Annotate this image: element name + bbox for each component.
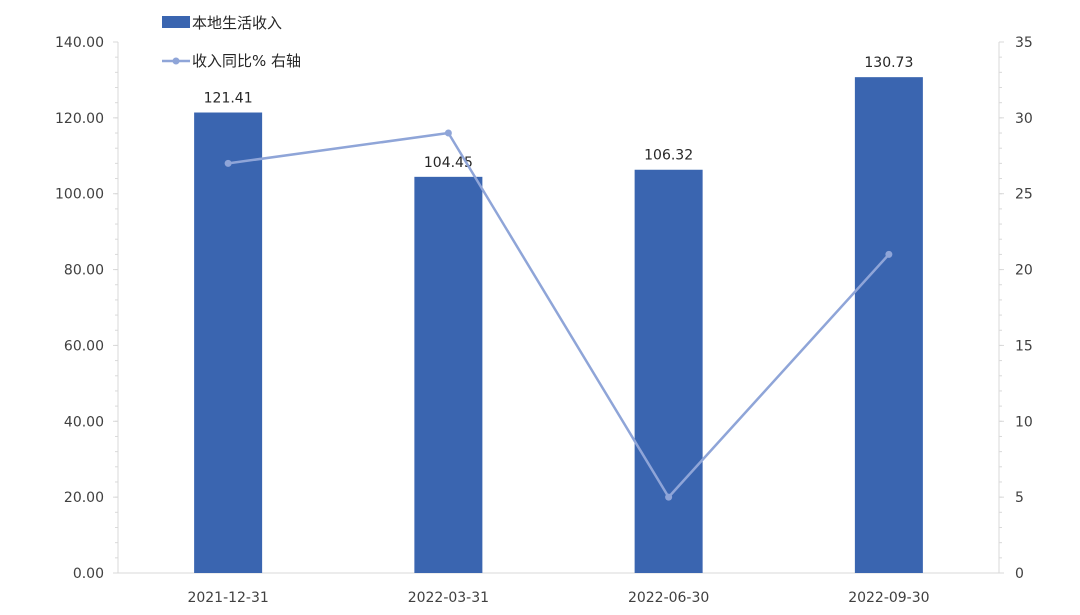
legend-bar-label: 本地生活收入 (192, 14, 282, 32)
line-point (224, 159, 232, 167)
right-tick-label: 0 (1015, 566, 1024, 582)
x-axis: 2021-12-31 2022-03-31 2022-06-30 2022-09-30 (118, 572, 999, 606)
bar-data-label: 130.73 (864, 55, 913, 71)
right-tick-label: 25 (1015, 187, 1033, 203)
right-tick-label: 10 (1015, 414, 1033, 430)
line-point (885, 250, 893, 258)
x-tick-label: 2022-06-30 (628, 590, 709, 606)
legend-line-label: 收入同比% 右轴 (192, 52, 301, 70)
bar (194, 112, 263, 573)
left-tick-label: 40.00 (64, 414, 104, 430)
bar-data-labels: 121.41 104.45 106.32 130.73 (204, 55, 914, 171)
left-tick-label: 0.00 (73, 566, 104, 582)
right-tick-label: 15 (1015, 338, 1033, 354)
right-tick-label: 20 (1015, 263, 1033, 279)
legend-line-marker (172, 57, 180, 65)
left-axis: 0.00 20.00 40.00 60.00 80.00 100.00 120.00 140.… (55, 35, 119, 582)
right-tick-label: 5 (1015, 490, 1024, 506)
x-tick-label: 2022-03-31 (408, 590, 489, 606)
left-tick-label: 120.00 (55, 111, 104, 127)
line-path (227, 131, 890, 499)
bar (414, 176, 483, 574)
x-tick-label: 2021-12-31 (187, 590, 268, 606)
left-tick-label: 140.00 (55, 35, 104, 51)
bar-data-label: 106.32 (644, 148, 693, 164)
bar-series (194, 77, 923, 574)
right-tick-label: 35 (1015, 35, 1033, 51)
bar-data-label: 104.45 (424, 155, 473, 171)
legend-bar-swatch (162, 16, 190, 28)
line-series (224, 129, 893, 501)
bar (634, 169, 703, 574)
right-tick-label: 30 (1015, 111, 1033, 127)
bar-data-label: 121.41 (204, 91, 253, 107)
bar (854, 77, 923, 573)
right-axis: 0 5 10 15 20 25 30 35 (998, 35, 1033, 582)
legend: 本地生活收入 收入同比% 右轴 (162, 14, 301, 70)
x-tick-label: 2022-09-30 (848, 590, 929, 606)
line-point (444, 129, 452, 137)
line-point (665, 493, 673, 501)
left-tick-label: 60.00 (64, 338, 104, 354)
left-tick-label: 100.00 (55, 187, 104, 203)
left-tick-label: 20.00 (64, 490, 104, 506)
left-tick-label: 80.00 (64, 263, 104, 279)
